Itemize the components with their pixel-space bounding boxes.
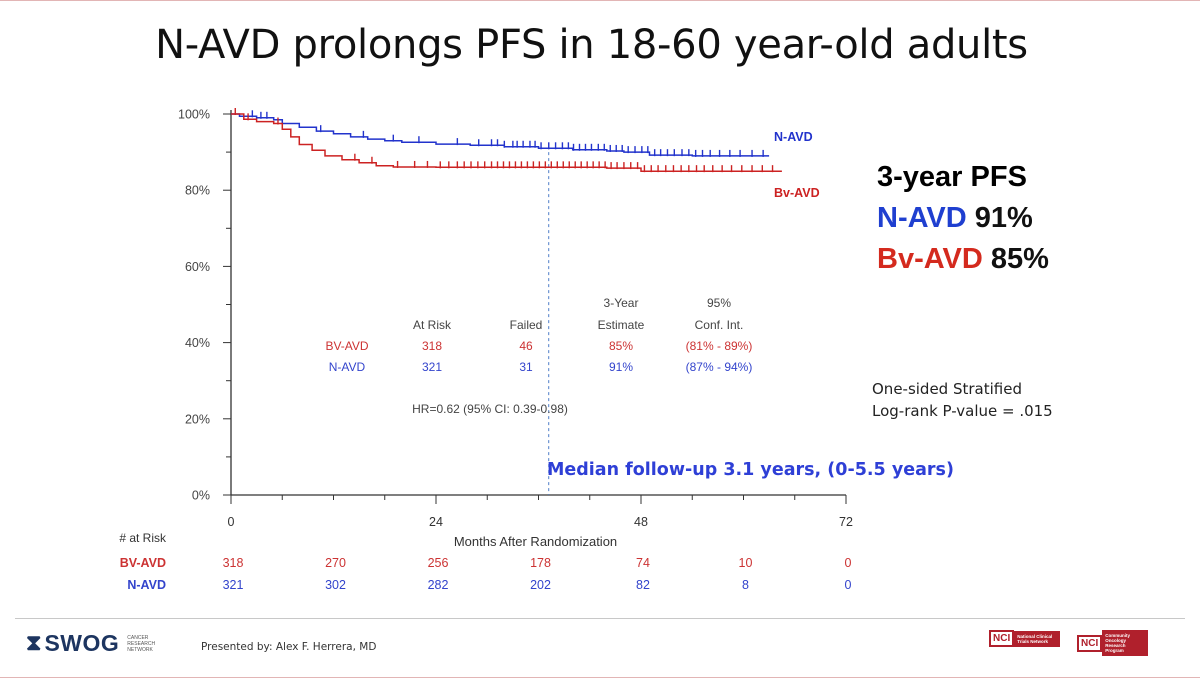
top-border [0,0,1200,1]
at-risk-arm-label: BV-AVD [120,556,166,570]
y-axis-labels: 0% 20% 40% 60% 80% 100% [178,108,210,503]
inset-cell-at-risk: 318 [422,339,442,353]
inset-cell-failed: 31 [519,360,533,374]
p-value-line2: Log-rank P-value = .015 [872,402,1053,420]
at-risk-table: # at Risk BV-AVD 318 270 256 178 74 10 0 N-AVD 321… [119,531,851,592]
nci-badge-ncorp: NCI Community Oncology Research Program [1077,630,1149,656]
swog-logo-subtitle: CANCER RESEARCH NETWORK [127,634,156,653]
at-risk-count: 282 [428,578,449,592]
x-axis-title: Months After Randomization [454,534,617,549]
inset-cell-estimate: 91% [609,360,633,374]
at-risk-count: 0 [845,556,852,570]
at-risk-count: 178 [530,556,551,570]
pfs-row-navd: N-AVD 91% [877,198,1049,239]
nci-badge-name: National Clinical Trials Network [1014,630,1061,647]
curve-n-avd [231,113,770,157]
at-risk-count: 10 [739,556,753,570]
inset-cell-arm: BV-AVD [325,339,368,353]
inset-header-line2: Estimate [598,318,645,332]
y-tick-label: 100% [178,108,210,122]
y-tick-label: 0% [192,489,210,503]
inset-cell-estimate: 85% [609,339,633,353]
at-risk-count: 256 [428,556,449,570]
slide-footer: ⧗ SWOG CANCER RESEARCH NETWORK Presented… [0,618,1200,668]
pfs-value-bvavd: 85% [990,243,1049,275]
pfs-summary: 3-year PFS N-AVD 91% Bv-AVD 85% [877,157,1049,280]
chart-axes [223,110,847,504]
pfs-arm-navd: N-AVD [877,202,967,234]
slide-title: N-AVD prolongs PFS in 18-60 year-old adu… [155,22,1028,68]
hazard-ratio-text: HR=0.62 (95% CI: 0.39-0.98) [412,402,568,416]
inset-header-line1: 95% [707,296,731,310]
at-risk-count: 318 [223,556,244,570]
at-risk-count: 321 [223,578,244,592]
at-risk-count: 0 [845,578,852,592]
inset-header: At Risk [413,318,452,332]
inset-cell-arm: N-AVD [329,360,366,374]
y-tick-label: 40% [185,336,210,350]
pfs-arm-bvavd: Bv-AVD [877,243,983,275]
inset-header-line1: 3-Year [604,296,639,310]
y-tick-label: 60% [185,260,210,274]
nci-badge-tag: NCI [1077,634,1103,652]
pfs-value-navd: 91% [974,202,1033,234]
at-risk-count: 82 [636,578,650,592]
swog-logo: ⧗ SWOG CANCER RESEARCH NETWORK [26,630,169,657]
series-labels: N-AVD Bv-AVD [774,130,820,200]
at-risk-count: 74 [636,556,650,570]
hourglass-icon: ⧗ [26,631,42,656]
inset-cell-at-risk: 321 [422,360,442,374]
at-risk-title: # at Risk [119,531,167,545]
x-tick-label: 48 [634,515,648,529]
x-tick-label: 24 [429,515,443,529]
footer-divider [15,618,1185,619]
km-chart: 0% 20% 40% 60% 80% 100% 0 24 48 72 Months After R… [119,108,853,593]
y-tick-label: 80% [185,184,210,198]
x-tick-label: 72 [839,515,853,529]
swog-logo-text: SWOG [44,630,120,656]
series-label-bvavd: Bv-AVD [774,186,820,200]
p-value-note: One-sided Stratified Log-rank P-value = … [872,378,1053,422]
inset-header-line2: Conf. Int. [695,318,744,332]
at-risk-count: 202 [530,578,551,592]
series-label-navd: N-AVD [774,130,813,144]
bottom-border [0,677,1200,678]
at-risk-arm-label: N-AVD [127,578,166,592]
pfs-row-bvavd: Bv-AVD 85% [877,239,1049,280]
nci-badge-nctn: NCI National Clinical Trials Network [989,630,1061,647]
inset-table: At Risk Failed 3-Year Estimate 95% Conf. Int.… [325,296,752,416]
at-risk-count: 302 [325,578,346,592]
inset-header: Failed [510,318,543,332]
x-tick-label: 0 [228,515,235,529]
p-value-line1: One-sided Stratified [872,380,1022,398]
followup-note: Median follow-up 3.1 years, (0-5.5 years… [547,460,954,480]
nci-badge-tag: NCI [989,630,1015,647]
inset-cell-failed: 46 [519,339,533,353]
pfs-heading: 3-year PFS [877,161,1027,193]
y-tick-label: 20% [185,412,210,426]
survival-curves [231,113,782,172]
at-risk-count: 270 [325,556,346,570]
nci-badge-name: Community Oncology Research Program [1102,630,1149,656]
censor-marks [234,108,774,173]
curve-bv-avd [231,113,782,172]
inset-cell-ci: (81% - 89%) [686,339,753,353]
x-axis-labels: 0 24 48 72 Months After Randomization [228,515,853,549]
at-risk-count: 8 [742,578,749,592]
inset-cell-ci: (87% - 94%) [686,360,753,374]
presenter-credit: Presented by: Alex F. Herrera, MD [201,641,377,653]
